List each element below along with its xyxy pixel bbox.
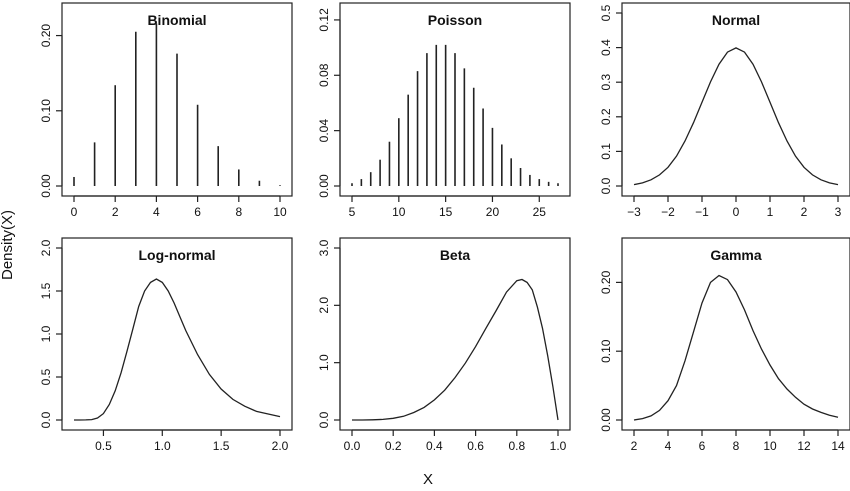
panel-title: Gamma <box>710 247 762 263</box>
panel-2: Poisson 5 10 15 20 25 0.00 0.04 0.08 0.12 <box>317 2 571 219</box>
y-tick-label: 0.0 <box>599 177 613 194</box>
y-tick-label: 0.00 <box>317 174 331 198</box>
x-tick-label: 2.0 <box>272 439 289 453</box>
x-tick-label: 1.5 <box>213 439 230 453</box>
y-tick-label: 0.3 <box>599 74 613 91</box>
y-tick-label: 0.20 <box>599 270 613 294</box>
x-tick-label: 0.2 <box>385 439 402 453</box>
panel-5: Beta 0.0 0.2 0.4 0.6 0.8 1.0 0.0 1.0 2.0 3.0 <box>317 237 571 453</box>
x-tick-label: −1 <box>695 205 709 219</box>
x-tick-label: 0.0 <box>344 439 361 453</box>
x-tick-label: 10 <box>273 205 287 219</box>
x-tick-label: 10 <box>392 205 406 219</box>
density-curve <box>633 274 839 421</box>
density-curve <box>74 278 281 421</box>
y-tick-label: 0.20 <box>39 24 53 48</box>
panel-title: Normal <box>712 12 760 28</box>
x-tick-label: 5 <box>349 205 356 219</box>
y-tick-label: 1.0 <box>317 354 331 371</box>
x-tick-label: 1 <box>767 205 774 219</box>
y-tick-label: 0.5 <box>599 4 613 21</box>
y-tick-label: 0.08 <box>317 63 331 87</box>
panel-frame <box>621 2 850 197</box>
y-tick-label: 0.1 <box>599 143 613 160</box>
y-tick-label: 0.0 <box>317 411 331 428</box>
x-tick-label: 15 <box>439 205 453 219</box>
y-tick-label: 1.5 <box>39 282 53 299</box>
y-tick-label: 0.10 <box>39 99 53 123</box>
panel-6: Gamma 2 4 6 8 10 12 14 0.00 0.10 0.20 <box>599 237 850 453</box>
x-tick-label: 1.0 <box>550 439 567 453</box>
x-tick-label: 0 <box>71 205 78 219</box>
x-tick-label: 2 <box>631 439 638 453</box>
x-tick-label: −2 <box>661 205 675 219</box>
y-tick-label: 0.2 <box>599 108 613 125</box>
panel-frame <box>339 237 571 431</box>
x-tick-label: 4 <box>153 205 160 219</box>
y-tick-label: 0.04 <box>317 119 331 143</box>
y-tick-label: 0.0 <box>39 411 53 428</box>
y-tick-label: 3.0 <box>317 239 331 256</box>
panel-title: Beta <box>440 247 471 263</box>
x-tick-label: 8 <box>235 205 242 219</box>
x-tick-label: 10 <box>763 439 777 453</box>
x-tick-label: 6 <box>194 205 201 219</box>
x-tick-label: 0.6 <box>467 439 484 453</box>
y-tick-label: 1.0 <box>39 325 53 342</box>
x-tick-label: 8 <box>733 439 740 453</box>
panel-1: Binomial 0 2 4 6 8 10 0.00 0.10 0.20 <box>39 2 293 219</box>
x-tick-label: 4 <box>665 439 672 453</box>
y-tick-label: 0.12 <box>317 8 331 32</box>
density-curve <box>633 47 839 186</box>
x-tick-label: 14 <box>831 439 845 453</box>
y-tick-label: 0.10 <box>599 339 613 363</box>
x-tick-label: 0 <box>733 205 740 219</box>
panel-title: Binomial <box>147 12 206 28</box>
y-tick-label: 2.0 <box>39 239 53 256</box>
figure-xlabel: X <box>423 471 433 488</box>
x-tick-label: 2 <box>801 205 808 219</box>
panel-frame <box>61 237 293 431</box>
x-tick-label: 0.4 <box>426 439 443 453</box>
density-curve <box>352 278 559 421</box>
x-tick-label: 25 <box>533 205 547 219</box>
x-tick-label: 3 <box>835 205 842 219</box>
x-tick-label: 0.5 <box>95 439 112 453</box>
figure-ylabel: Density(X) <box>0 210 16 280</box>
y-tick-label: 0.4 <box>599 39 613 56</box>
panel-4: Log-normal 0.5 1.0 1.5 2.0 0.0 0.5 1.0 1.5 2.0 <box>39 237 293 453</box>
panel-title: Poisson <box>428 12 482 28</box>
x-tick-label: 12 <box>797 439 811 453</box>
y-tick-label: 0.00 <box>39 174 53 198</box>
y-tick-label: 0.00 <box>599 408 613 432</box>
y-tick-label: 2.0 <box>317 297 331 314</box>
x-tick-label: −3 <box>627 205 641 219</box>
x-tick-label: 1.0 <box>154 439 171 453</box>
x-tick-label: 0.8 <box>508 439 525 453</box>
y-tick-label: 0.5 <box>39 368 53 385</box>
x-tick-label: 6 <box>699 439 706 453</box>
panel-frame <box>621 237 850 431</box>
panel-3: Normal −3 −2 −1 0 1 2 3 0.0 0.1 0.2 0.3 0.4 0.5 <box>599 2 850 219</box>
panel-title: Log-normal <box>139 247 216 263</box>
x-tick-label: 20 <box>486 205 500 219</box>
x-tick-label: 2 <box>112 205 119 219</box>
